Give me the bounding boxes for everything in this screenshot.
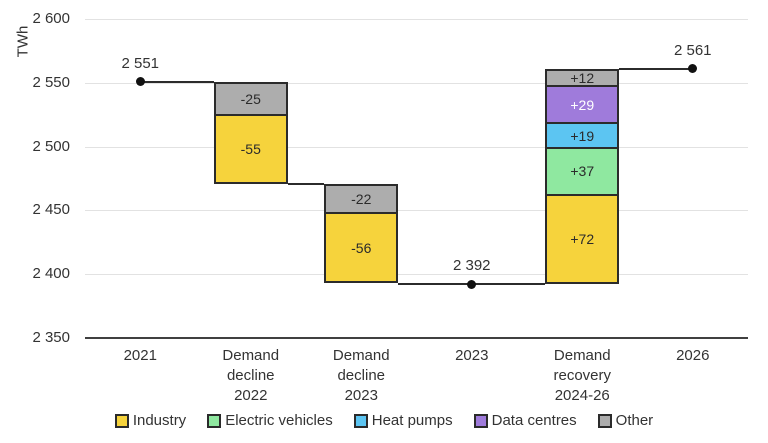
connector-line (398, 283, 472, 286)
x-axis-label: Demand decline 2022 (196, 346, 306, 406)
connector-line (287, 182, 325, 185)
x-axis-label-line: Demand (332, 347, 390, 364)
segment-value-label: +29 (570, 96, 595, 113)
legend-swatch (473, 413, 488, 428)
bar-segment-data-centres: +29 (547, 85, 618, 123)
data-point-marker (467, 279, 477, 289)
x-axis-label-line: 2026 (676, 347, 710, 364)
legend-label: Industry (132, 412, 187, 429)
legend-item-data-centres: Data centres (473, 412, 577, 429)
x-axis-label-line: decline (337, 367, 386, 384)
legend-item-industry: Industry (114, 412, 187, 429)
waterfall-bar: -25 -55 (213, 81, 288, 184)
legend-label: Electric vehicles (225, 412, 333, 429)
x-axis-label-line: 2024-26 (554, 387, 610, 404)
waterfall-bar: +12 +29 +19 +37 +72 (545, 68, 620, 285)
bar-segment-other: -25 (215, 83, 286, 114)
x-axis-label: 2026 (638, 346, 748, 366)
x-axis-label-line: Demand (553, 347, 611, 364)
legend-swatch (353, 413, 368, 428)
segment-value-label: -56 (351, 239, 372, 256)
data-point-value-label: 2 561 (673, 41, 712, 59)
legend-label: Data centres (491, 412, 577, 429)
x-axis-label: Demand recovery 2024-26 (527, 346, 637, 406)
gridline (85, 19, 748, 20)
y-tick-label: 2 350 (32, 329, 70, 346)
bar-segment-other: +12 (547, 69, 618, 86)
x-axis-label: 2023 (417, 346, 527, 366)
x-axis-label: 2021 (85, 346, 195, 366)
y-tick-label: 2 400 (32, 265, 70, 283)
y-tick-label: 2 450 (32, 201, 70, 219)
x-axis-label-line: 2021 (123, 347, 157, 364)
connector-line (619, 67, 693, 70)
legend: Industry Electric vehicles Heat pumps Data … (0, 412, 768, 429)
connector-line (471, 283, 546, 286)
x-axis-label-line: Demand (222, 347, 280, 364)
x-axis-label-line: 2022 (234, 387, 268, 404)
x-axis-label-line: recovery (553, 367, 612, 384)
bar-segment-other: -22 (326, 185, 397, 212)
waterfall-bar: -22 -56 (324, 183, 399, 284)
legend-item-other: Other (597, 412, 654, 429)
gridline (85, 274, 748, 276)
x-axis-label-line: 2023 (455, 347, 489, 364)
x-axis-label-line: 2023 (344, 387, 378, 404)
legend-item-heat-pumps: Heat pumps (353, 412, 453, 429)
legend-item-electric-vehicles: Electric vehicles (207, 412, 333, 429)
bar-segment-heat-pumps: +19 (547, 122, 618, 148)
data-point-marker (688, 64, 698, 74)
x-axis-baseline (85, 337, 748, 339)
gridline (85, 82, 748, 84)
data-point-value-label: 2 551 (121, 54, 160, 72)
x-axis-label-line: decline (226, 367, 275, 384)
data-point-value-label: 2 392 (452, 257, 491, 275)
bar-segment-electric-vehicles: +37 (547, 147, 618, 194)
bar-segment-industry: +72 (547, 193, 618, 283)
y-tick-label: 2 600 (32, 10, 70, 27)
legend-swatch (597, 413, 612, 428)
segment-value-label: -55 (240, 140, 261, 157)
segment-value-label: -25 (240, 90, 261, 107)
gridline (85, 146, 748, 148)
legend-swatch (114, 413, 129, 428)
bar-segment-industry: -55 (215, 113, 286, 182)
legend-label: Other (615, 412, 654, 429)
y-tick-label: 2 500 (32, 137, 70, 155)
gridline (85, 210, 748, 212)
segment-value-label: +19 (570, 127, 595, 144)
segment-value-label: +37 (570, 163, 595, 180)
segment-value-label: +72 (570, 230, 595, 247)
legend-label: Heat pumps (371, 412, 453, 429)
segment-value-label: -22 (351, 190, 372, 207)
legend-swatch (207, 413, 222, 428)
segment-value-label: +12 (570, 69, 595, 86)
connector-line (140, 80, 214, 83)
bar-segment-industry: -56 (326, 211, 397, 282)
data-point-marker (135, 77, 145, 87)
y-tick-label: 2 550 (32, 73, 70, 91)
x-axis-label: Demand decline 2023 (306, 346, 416, 406)
